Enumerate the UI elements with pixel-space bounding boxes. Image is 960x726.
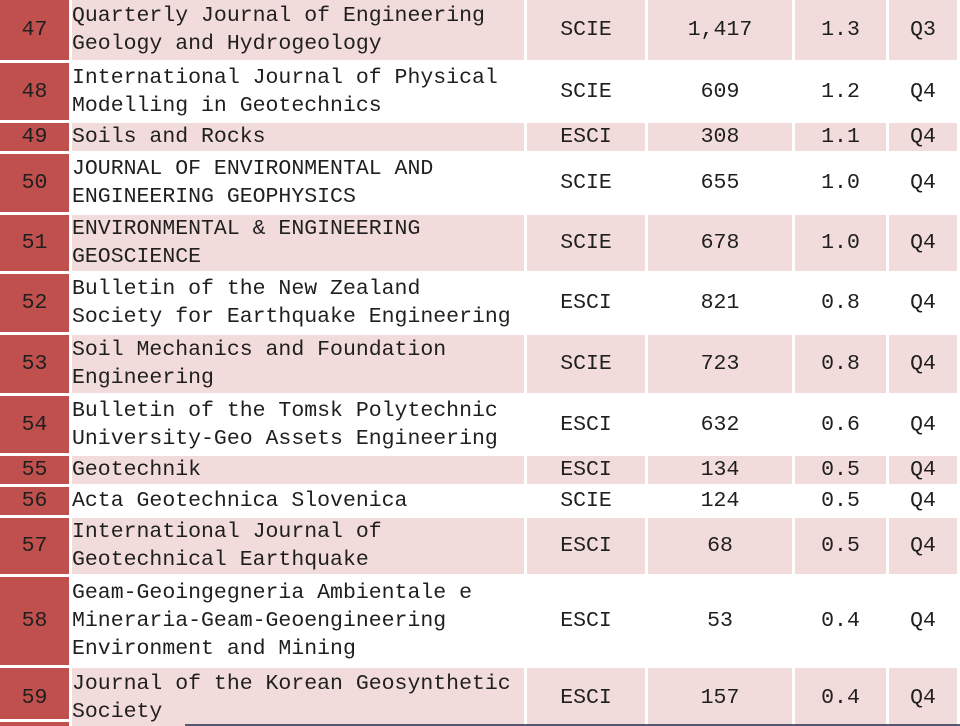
impact-factor-cell: 1.0 [795,215,889,274]
table-row: 51 ENVIRONMENTAL & ENGINEERING GEOSCIENCE… [0,215,960,274]
journal-name-cell: International Journal of Geotechnical Ea… [72,518,527,577]
journal-name-cell: Bulletin of the Tomsk Polytechnic Univer… [72,396,527,456]
index-cell: ESCI [527,396,648,456]
total-cites-cell: 134 [648,456,795,487]
table-row: 50 JOURNAL OF ENVIRONMENTAL AND ENGINEERI… [0,154,960,215]
rank-cell: 49 [0,123,72,154]
index-cell: SCIE [527,0,648,63]
journal-name-cell: International Journal of Physical Modell… [72,63,527,123]
journal-name-cell: ENVIRONMENTAL & ENGINEERING GEOSCIENCE [72,215,527,274]
rank-cell: 58 [0,577,72,668]
quartile-cell: Q4 [889,518,960,577]
rank-cell: 48 [0,63,72,123]
total-cites-cell: 53 [648,577,795,668]
journal-name-cell: Soils and Rocks [72,123,527,154]
impact-factor-cell: 0.5 [795,456,889,487]
impact-factor-cell: 0.5 [795,518,889,577]
journal-name-cell: Soil Mechanics and Foundation Engineerin… [72,335,527,396]
rank-cell: 53 [0,335,72,396]
table-row: 56 Acta Geotechnica Slovenica SCIE 124 0.5 Q4 [0,487,960,518]
table-row: 55 Geotechnik ESCI 134 0.5 Q4 [0,456,960,487]
impact-factor-cell: 0.8 [795,335,889,396]
table-row: 53 Soil Mechanics and Foundation Engineer… [0,335,960,396]
table-row: 47 Quarterly Journal of Engineering Geolo… [0,0,960,63]
index-cell: ESCI [527,123,648,154]
rank-cell: 51 [0,215,72,274]
total-cites-cell: 655 [648,154,795,215]
index-cell: SCIE [527,487,648,518]
total-cites-cell: 157 [648,668,795,726]
impact-factor-cell: 0.5 [795,487,889,518]
table-row: 59 Journal of the Korean Geosynthetic Soc… [0,668,960,726]
journal-name-cell: JOURNAL OF ENVIRONMENTAL AND ENGINEERING… [72,154,527,215]
table-row: 54 Bulletin of the Tomsk Polytechnic Univ… [0,396,960,456]
impact-factor-cell: 1.2 [795,63,889,123]
total-cites-cell: 124 [648,487,795,518]
total-cites-cell: 1,417 [648,0,795,63]
rank-cell: 55 [0,456,72,487]
journal-name-cell: Bulletin of the New Zealand Society for … [72,274,527,335]
quartile-cell: Q4 [889,668,960,726]
journal-name-cell: Quarterly Journal of Engineering Geology… [72,0,527,63]
journal-name-cell: Journal of the Korean Geosynthetic Socie… [72,668,527,726]
rank-column-row-divider [0,719,69,722]
rank-cell: 50 [0,154,72,215]
quartile-cell: Q4 [889,154,960,215]
impact-factor-cell: 0.4 [795,668,889,726]
impact-factor-cell: 1.0 [795,154,889,215]
impact-factor-cell: 0.8 [795,274,889,335]
total-cites-cell: 308 [648,123,795,154]
journal-name-cell: Geotechnik [72,456,527,487]
table-row: 48 International Journal of Physical Mode… [0,63,960,123]
impact-factor-cell: 1.3 [795,0,889,63]
total-cites-cell: 723 [648,335,795,396]
quartile-cell: Q4 [889,63,960,123]
journal-name-cell: Geam-Geoingegneria Ambientale e Minerari… [72,577,527,668]
index-cell: SCIE [527,335,648,396]
impact-factor-cell: 0.6 [795,396,889,456]
index-cell: SCIE [527,215,648,274]
index-cell: ESCI [527,518,648,577]
bottom-edge-line [185,724,960,726]
index-cell: ESCI [527,274,648,335]
index-cell: ESCI [527,456,648,487]
index-cell: ESCI [527,668,648,726]
table-row: 52 Bulletin of the New Zealand Society fo… [0,274,960,335]
journal-name-cell: Acta Geotechnica Slovenica [72,487,527,518]
total-cites-cell: 68 [648,518,795,577]
quartile-cell: Q4 [889,456,960,487]
quartile-cell: Q4 [889,577,960,668]
rank-cell: 52 [0,274,72,335]
impact-factor-cell: 0.4 [795,577,889,668]
table-row: 58 Geam-Geoingegneria Ambientale e Minera… [0,577,960,668]
rank-cell: 57 [0,518,72,577]
quartile-cell: Q3 [889,0,960,63]
total-cites-cell: 821 [648,274,795,335]
table-row: 49 Soils and Rocks ESCI 308 1.1 Q4 [0,123,960,154]
rank-cell: 47 [0,0,72,63]
rank-cell: 54 [0,396,72,456]
total-cites-cell: 609 [648,63,795,123]
index-cell: SCIE [527,63,648,123]
table-row: 57 International Journal of Geotechnical … [0,518,960,577]
quartile-cell: Q4 [889,215,960,274]
index-cell: ESCI [527,577,648,668]
impact-factor-cell: 1.1 [795,123,889,154]
quartile-cell: Q4 [889,396,960,456]
quartile-cell: Q4 [889,274,960,335]
rank-cell: 56 [0,487,72,518]
quartile-cell: Q4 [889,335,960,396]
rank-cell: 59 [0,668,72,726]
total-cites-cell: 632 [648,396,795,456]
index-cell: SCIE [527,154,648,215]
quartile-cell: Q4 [889,487,960,518]
total-cites-cell: 678 [648,215,795,274]
quartile-cell: Q4 [889,123,960,154]
